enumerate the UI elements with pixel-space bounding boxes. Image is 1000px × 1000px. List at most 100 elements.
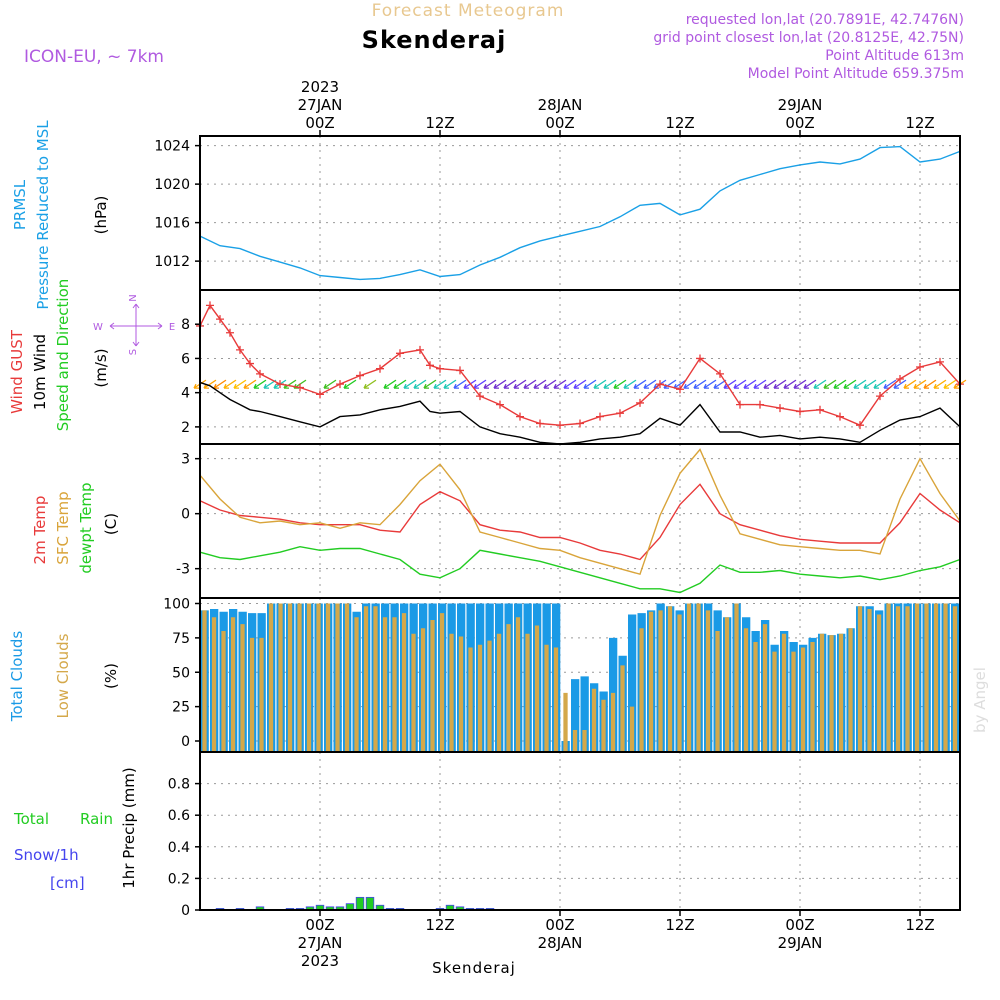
wind-10m-label: 10m Wind <box>31 334 49 410</box>
time-axis-label: 29JAN <box>778 934 823 952</box>
requested-coords: requested lon,lat (20.7891E, 42.7476N) <box>686 12 964 28</box>
wind-gust-label: Wind GUST <box>8 329 26 414</box>
rain-bar <box>355 896 365 911</box>
wind-arrow <box>603 379 617 389</box>
clouds-frame <box>199 597 961 753</box>
low-clouds-bar <box>914 603 920 752</box>
low-clouds-bar <box>886 603 891 752</box>
precip-rain-label: Rain <box>80 810 113 828</box>
low-clouds-bar <box>430 620 435 752</box>
wind-arrow <box>623 379 637 389</box>
2m-temp-line <box>199 483 961 561</box>
low-clouds-bar <box>582 730 587 752</box>
y-tick-label: 0.4 <box>168 840 190 856</box>
gust-marker <box>416 345 424 354</box>
low-clouds-bar <box>515 617 521 752</box>
pressure-frame <box>199 135 961 291</box>
compass-arrows <box>109 303 163 347</box>
wind-arrow <box>823 379 837 389</box>
low-clouds-bar <box>658 610 663 752</box>
gust-marker <box>276 380 284 389</box>
pressure-label-full: Pressure Reduced to MSL <box>34 120 52 310</box>
low-clouds-bar <box>544 644 549 752</box>
low-clouds-bar <box>819 633 825 752</box>
wind-arrow <box>523 379 537 389</box>
wind-unit: (m/s) <box>92 348 110 387</box>
compass-e: E <box>169 322 175 333</box>
wind-arrow <box>733 379 747 389</box>
wind-arrow <box>323 379 337 389</box>
low-clouds-bar <box>895 606 901 752</box>
wind-arrow <box>473 379 487 389</box>
low-clouds-bar <box>496 633 502 752</box>
low-clouds-bar <box>952 606 958 752</box>
precipitation-panel: 0 0.2 0.4 0.6 0.8 <box>168 751 961 919</box>
location-title: Skenderaj <box>362 26 507 54</box>
total-clouds-bar <box>580 676 589 752</box>
gust-marker <box>256 369 264 378</box>
compass-w: W <box>93 322 103 333</box>
low-clouds-bar <box>553 647 559 752</box>
low-clouds-bar <box>876 614 882 752</box>
gust-marker <box>456 366 464 375</box>
wind-arrow <box>663 379 677 389</box>
wind-arrow <box>853 379 867 389</box>
gust-marker <box>516 412 524 421</box>
wind-arrow <box>683 379 697 389</box>
y-tick-label: 0.2 <box>168 871 190 887</box>
y-tick-label: 1020 <box>154 177 190 193</box>
wind-arrow <box>813 379 827 389</box>
wind-gust-line <box>199 304 961 427</box>
wind-arrow <box>713 379 727 389</box>
wind-arrow <box>923 379 937 389</box>
low-clouds-bar <box>392 617 397 752</box>
wind-arrow <box>593 379 607 389</box>
gust-marker <box>856 421 864 430</box>
prmsl-line <box>199 145 961 281</box>
wind-arrow <box>863 379 877 389</box>
temp-sfc-label: SFC Temp <box>54 491 72 564</box>
time-axis-label: 00Z <box>785 916 814 934</box>
y-tick-label: 0.6 <box>168 808 190 824</box>
y-tick-label: 4 <box>181 386 190 402</box>
wind-arrow <box>783 379 797 389</box>
y-tick-label: 3 <box>181 452 190 468</box>
low-clouds-bar <box>306 603 312 752</box>
low-clouds-bar <box>344 603 350 752</box>
wind-arrow <box>513 379 527 389</box>
low-clouds-bar <box>240 624 245 752</box>
time-axis-label: 12Z <box>425 916 454 934</box>
wind-arrow <box>833 379 847 389</box>
gust-marker <box>426 361 434 370</box>
time-axis-label: 12Z <box>425 114 454 132</box>
wind-arrow <box>533 379 547 389</box>
low-clouds-bar <box>354 617 359 752</box>
y-tick-label: 0 <box>181 734 190 750</box>
wind-arrow <box>223 379 237 389</box>
gust-marker <box>756 400 764 409</box>
time-axis-label: 29JAN <box>778 96 823 114</box>
sfc-temp-line <box>199 448 961 576</box>
gust-marker <box>216 315 224 324</box>
total-clouds-label: Total Clouds <box>8 631 26 723</box>
low-clouds-bar <box>221 631 226 752</box>
compass-rose: N S W E <box>93 294 175 355</box>
pressure-unit: (hPa) <box>92 196 110 235</box>
low-clouds-bar <box>325 603 331 752</box>
wind-arrow <box>563 379 577 389</box>
gust-marker <box>896 374 904 383</box>
low-clouds-bar <box>249 637 255 752</box>
gust-marker <box>776 404 784 413</box>
wind-arrow <box>423 379 437 389</box>
time-axis-label: 00Z <box>785 114 814 132</box>
wind-arrow <box>573 379 587 389</box>
wind-arrow <box>613 379 627 389</box>
total-clouds-bar <box>628 614 637 752</box>
time-axis-label: 00Z <box>305 916 334 934</box>
wind-arrow <box>643 379 657 389</box>
compass-n: N <box>128 294 139 301</box>
wind-arrow <box>703 379 717 389</box>
low-clouds-bar <box>905 606 910 752</box>
wind-arrow <box>933 379 947 389</box>
